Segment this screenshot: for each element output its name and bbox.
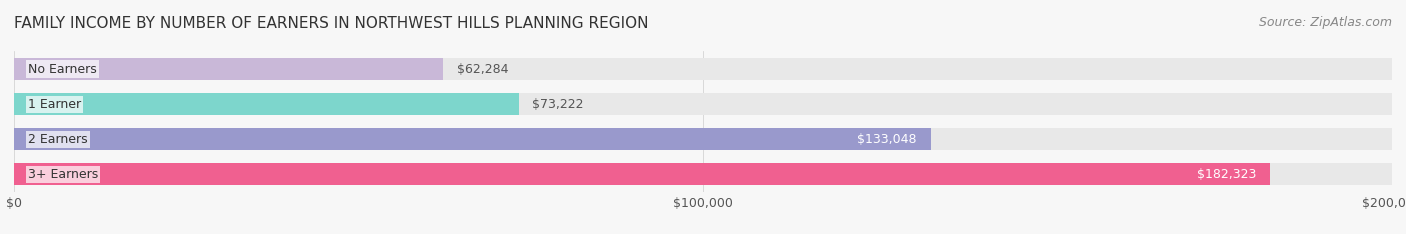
Text: $73,222: $73,222: [533, 98, 583, 111]
Text: FAMILY INCOME BY NUMBER OF EARNERS IN NORTHWEST HILLS PLANNING REGION: FAMILY INCOME BY NUMBER OF EARNERS IN NO…: [14, 16, 648, 31]
Text: No Earners: No Earners: [28, 62, 97, 76]
Text: $62,284: $62,284: [457, 62, 509, 76]
Text: $133,048: $133,048: [858, 133, 917, 146]
Text: Source: ZipAtlas.com: Source: ZipAtlas.com: [1258, 16, 1392, 29]
Text: 1 Earner: 1 Earner: [28, 98, 82, 111]
Bar: [14, 128, 1392, 150]
Bar: [14, 164, 1392, 185]
Bar: [14, 164, 1270, 185]
Bar: [14, 93, 519, 115]
Bar: [14, 58, 443, 80]
Bar: [14, 93, 1392, 115]
Text: 3+ Earners: 3+ Earners: [28, 168, 98, 181]
Bar: [14, 58, 1392, 80]
Text: $182,323: $182,323: [1197, 168, 1257, 181]
Text: 2 Earners: 2 Earners: [28, 133, 87, 146]
Bar: [14, 128, 931, 150]
